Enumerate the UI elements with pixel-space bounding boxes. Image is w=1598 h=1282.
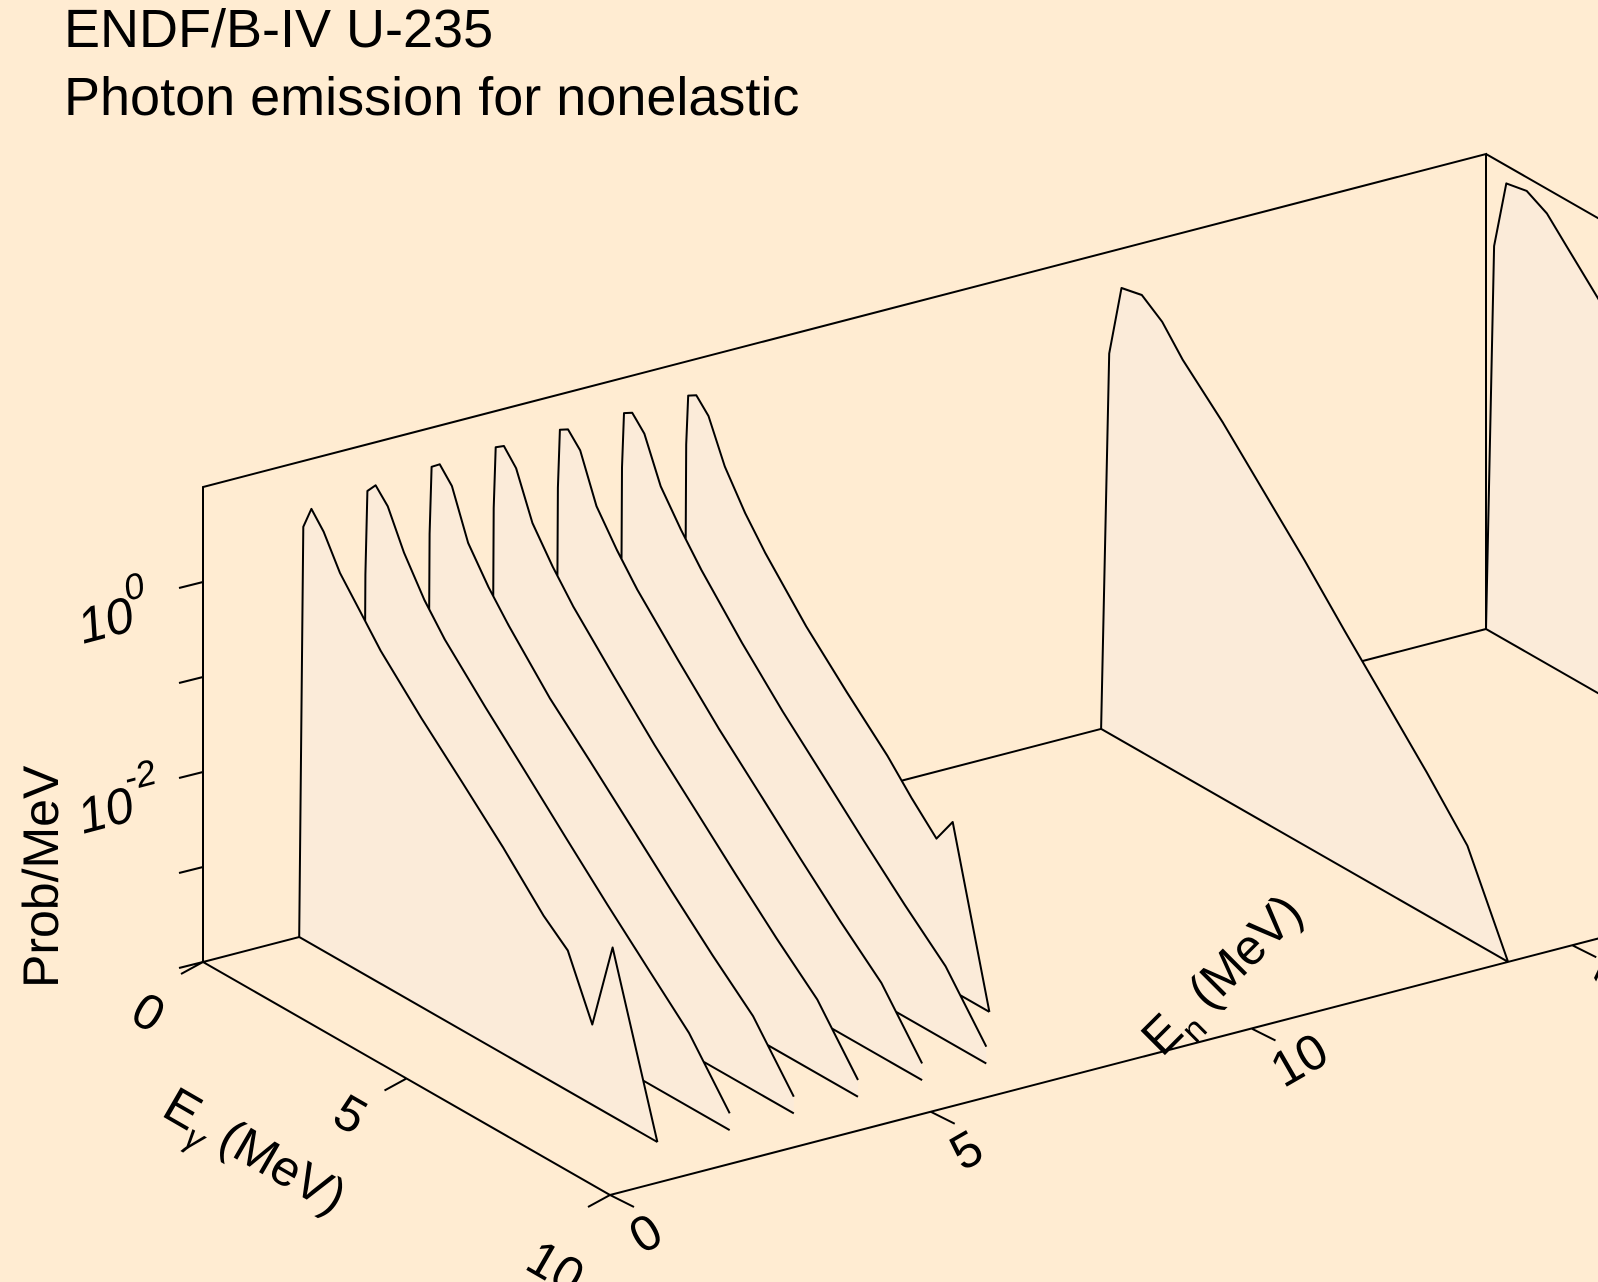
back-wall-left (202, 152, 1487, 962)
en-tick-label: 5 (940, 1119, 992, 1181)
spectrum-line-en-20 (1485, 182, 1598, 630)
z-tick (178, 581, 204, 589)
spectrum-line-en-6.5 (619, 411, 988, 1048)
en-tick-label: 0 (620, 1202, 672, 1264)
en-tick-label: 10 (1261, 1022, 1337, 1098)
z-tick-zero (178, 961, 204, 969)
spectrum-series (298, 182, 1598, 1143)
en-tick (1251, 1027, 1276, 1042)
chart-subtitle: Photon emission for nonelastic (64, 67, 800, 127)
eg-tick-label: 5 (325, 1083, 377, 1145)
spectrum-line-en-5.5 (554, 428, 923, 1064)
spectrum-base-en-14 (1100, 728, 1509, 963)
eg-tick-label: 0 (123, 981, 175, 1043)
spectrum-line-en-2.5 (362, 484, 731, 1114)
spectrum-line-en-1.5 (298, 507, 659, 1143)
chart-title: ENDF/B-IV U-235 (64, 0, 494, 59)
spectrum-line-en-3.5 (426, 463, 795, 1098)
z-tick (178, 771, 204, 779)
z-tick-label: 10-2 (71, 751, 160, 845)
en-tick (609, 1194, 635, 1208)
z-tick-label: 100 (71, 564, 148, 655)
eg-axis-label: Eγ (MeV) (149, 1076, 356, 1234)
spectrum-fill-en-20 (1486, 183, 1598, 694)
eg-tick (180, 961, 204, 975)
spectrum-line-en-14 (1100, 287, 1510, 963)
eg-tick (384, 1077, 407, 1092)
spectrum-fill-en-14 (1101, 288, 1509, 962)
spectrum-fill-en-1.5 (299, 508, 658, 1143)
en-tick-label: 15 (1582, 938, 1598, 1014)
eg-tick-label: 10 (518, 1229, 594, 1282)
spectrum-line-en-7.5 (683, 394, 991, 1013)
en-tick (1571, 944, 1597, 959)
z-tick (178, 676, 204, 684)
spectrum-base-en-20 (1485, 628, 1598, 695)
en-tick (930, 1110, 956, 1125)
spectrum-line-en-4.5 (490, 445, 859, 1081)
spectrum-base-en-1.5 (298, 936, 658, 1143)
z-axis-label: Prob/MeV (13, 765, 69, 988)
eg-tick (587, 1194, 611, 1208)
z-tick (178, 866, 204, 874)
